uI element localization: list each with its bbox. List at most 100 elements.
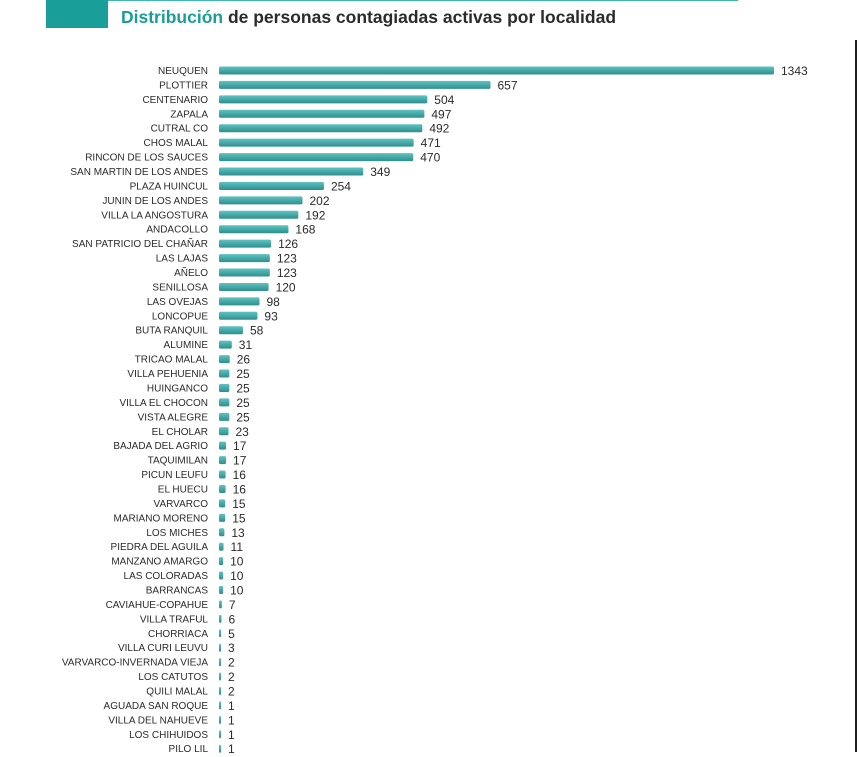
category-label: VARVARCO <box>154 499 209 510</box>
value-label: 23 <box>236 425 250 439</box>
value-label: 98 <box>266 295 280 309</box>
category-label: ZAPALA <box>170 109 208 120</box>
value-label: 1 <box>228 713 235 727</box>
category-label: BUTA RANQUIL <box>135 326 208 337</box>
category-label: BAJADA DEL AGRIO <box>113 441 208 452</box>
category-label: EL CHOLAR <box>152 427 208 438</box>
category-label: VILLA LA ANGOSTURA <box>101 210 208 221</box>
bar <box>219 585 224 594</box>
bar <box>219 95 428 104</box>
category-label: JUNIN DE LOS ANDES <box>102 196 208 207</box>
category-label: LOS CHIHUIDOS <box>129 730 208 741</box>
category-label: EL HUECU <box>158 484 208 495</box>
category-label: CHOS MALAL <box>144 138 209 149</box>
value-label: 2 <box>228 656 235 670</box>
page-frame-line <box>855 40 857 752</box>
category-label: PICUN LEUFU <box>141 470 208 481</box>
value-label: 1 <box>228 728 235 742</box>
bar <box>219 614 222 623</box>
bars <box>219 66 774 753</box>
value-label: 492 <box>429 122 449 136</box>
bar <box>219 542 224 551</box>
value-label: 6 <box>228 612 235 626</box>
value-label: 120 <box>276 280 296 294</box>
bar <box>219 196 303 205</box>
bar <box>219 470 226 479</box>
bar <box>219 326 243 335</box>
bar <box>219 658 221 667</box>
chart-title-rest: de personas contagiadas activas por loca… <box>223 7 617 27</box>
value-label: 7 <box>229 598 236 612</box>
bar <box>219 441 227 450</box>
category-label: VILLA EL CHOCON <box>119 398 208 409</box>
value-label: 25 <box>236 396 250 410</box>
bar <box>219 181 324 190</box>
value-label: 192 <box>305 208 325 222</box>
bar <box>219 412 230 421</box>
value-label: 93 <box>264 309 278 323</box>
category-label: CENTENARIO <box>142 95 208 106</box>
bar <box>219 66 774 75</box>
category-label: VILLA DEL NAHUEVE <box>108 715 208 726</box>
value-label: 126 <box>278 237 298 251</box>
value-label: 10 <box>230 583 244 597</box>
bar <box>219 557 224 566</box>
value-label: 16 <box>233 482 247 496</box>
category-label: BARRANCAS <box>146 585 209 596</box>
category-label: VARVARCO-INVERNADA VIEJA <box>62 658 208 669</box>
bar <box>219 297 260 306</box>
value-label: 168 <box>295 223 315 237</box>
value-label: 25 <box>236 410 250 424</box>
category-label: SAN PATRICIO DEL CHAÑAR <box>72 237 208 250</box>
category-label: SENILLOSA <box>152 282 208 293</box>
bar <box>219 340 232 349</box>
category-label: LAS LAJAS <box>156 254 209 265</box>
value-label: 26 <box>237 353 251 367</box>
value-label: 11 <box>231 540 244 554</box>
header-divider-line <box>108 0 738 1</box>
bar <box>219 239 272 248</box>
category-label: AGUADA SAN ROQUE <box>104 701 209 712</box>
category-label: PILO LIL <box>169 744 209 755</box>
value-label: 2 <box>228 684 235 698</box>
category-label: PIEDRA DEL AGUILA <box>111 542 209 553</box>
bar <box>219 629 222 638</box>
bar <box>219 701 221 710</box>
bar <box>219 80 491 89</box>
value-label: 504 <box>434 93 454 107</box>
category-label: NEUQUEN <box>158 66 208 77</box>
category-label: MANZANO AMARGO <box>111 557 208 568</box>
category-label: AÑELO <box>174 266 208 279</box>
category-label: LOS MICHES <box>146 528 208 539</box>
category-label: ANDACOLLO <box>146 225 208 236</box>
value-label: 1343 <box>781 64 808 78</box>
value-label: 17 <box>233 439 247 453</box>
category-labels: NEUQUEN PLOTTIER CENTENARIO ZAPALA CUTRAL CO… <box>62 66 209 755</box>
bar <box>219 225 289 234</box>
value-label: 58 <box>250 324 264 338</box>
value-label: 25 <box>236 381 250 395</box>
bar <box>219 254 270 263</box>
category-label: CAVIAHUE-COPAHUE <box>106 600 209 611</box>
category-label: CHORRIACA <box>148 629 208 640</box>
value-label: 349 <box>370 165 390 179</box>
category-label: VILLA PEHUENIA <box>127 369 208 380</box>
value-label: 25 <box>236 367 250 381</box>
bar <box>219 427 229 436</box>
value-label: 17 <box>233 454 247 468</box>
value-label: 3 <box>228 641 235 655</box>
category-label: LOS CATUTOS <box>138 672 208 683</box>
category-label: TAQUIMILAN <box>148 456 208 467</box>
bar <box>219 571 224 580</box>
category-label: PLAZA HUINCUL <box>130 181 209 192</box>
value-label: 31 <box>239 338 253 352</box>
header-accent-block <box>46 0 108 28</box>
category-label: LONCOPUE <box>152 311 208 322</box>
category-label: HUINGANCO <box>147 383 208 394</box>
bar <box>219 643 221 652</box>
value-label: 123 <box>277 252 297 266</box>
bar <box>219 311 258 320</box>
category-label: PLOTTIER <box>159 80 208 91</box>
value-label: 471 <box>421 136 441 150</box>
bar <box>219 124 423 133</box>
